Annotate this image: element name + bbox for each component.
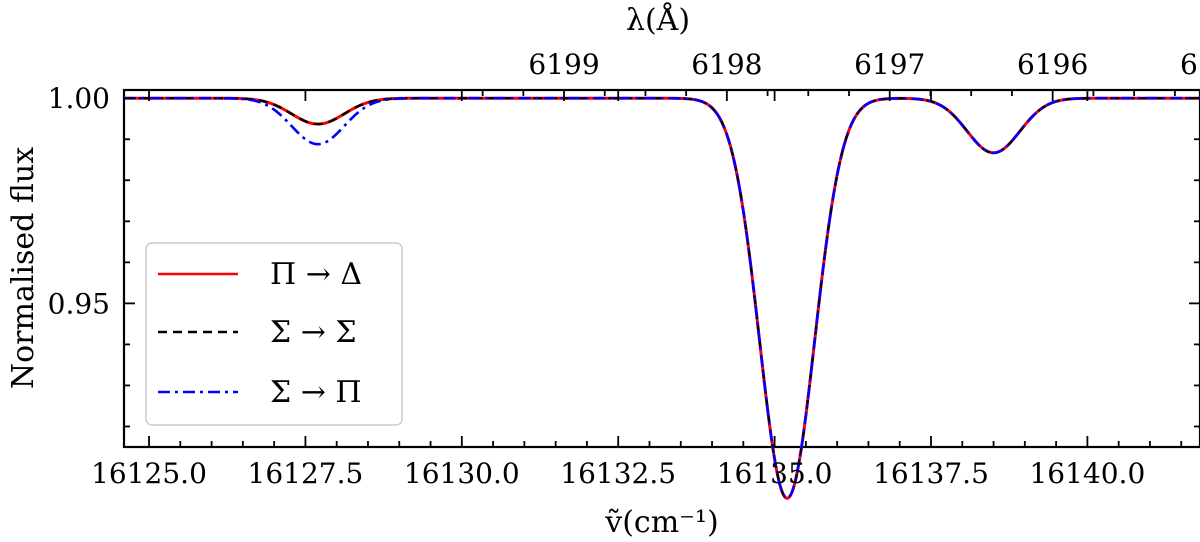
axis-layer: 16125.0 16127.5 16130.0 16132.5 16135.0 16137… [48,48,1200,490]
top-tick-label: 6195 [1180,48,1200,81]
top-tick-label: 6199 [528,48,599,81]
x-tick-label: 16132.5 [560,457,676,490]
legend-box [145,242,403,426]
legend-label-pi-delta: Π → Δ [270,257,362,292]
top-axis-title: λ(Å) [626,2,690,38]
y-tick-label: 0.95 [48,287,110,320]
top-tick-label: 6197 [854,48,925,81]
x-axis-title: ṽ(cm⁻¹) [604,505,718,540]
y-axis-title: Normalised flux [6,147,41,389]
top-tick-label: 6196 [1017,48,1088,81]
x-tick-label: 16137.5 [873,457,989,490]
x-tick-label: 16140.0 [1029,457,1145,490]
legend: Π → Δ Σ → Σ Σ → Π [145,242,403,426]
top-tick-label: 6198 [691,48,762,81]
legend-label-sigma-sigma: Σ → Σ [270,315,357,350]
x-tick-label: 16130.0 [404,457,520,490]
series-layer [124,96,1200,500]
plot-frame [122,88,1200,449]
series-sigma-pi [124,96,1200,500]
legend-label-sigma-pi: Σ → Π [270,375,362,410]
x-tick-label: 16125.0 [91,457,207,490]
y-tick-label: 1.00 [48,82,110,115]
x-tick-label: 16127.5 [248,457,364,490]
x-tick-label: 16135.0 [717,457,833,490]
